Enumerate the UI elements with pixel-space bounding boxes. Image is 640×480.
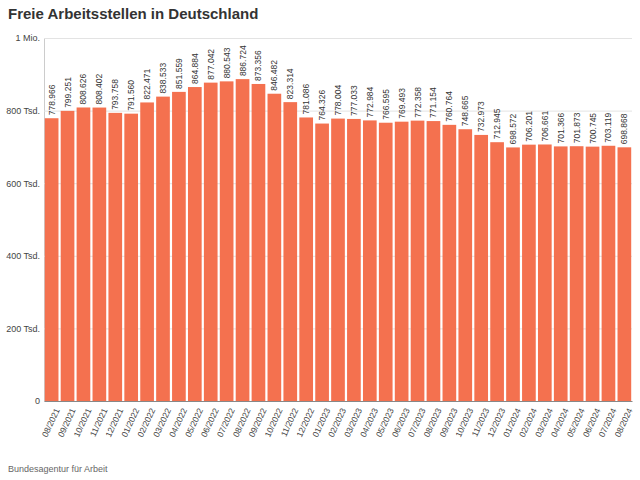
grid-line [44,38,632,39]
bars [45,79,631,401]
bar [379,123,393,401]
bar [395,122,409,401]
data-label: 791.560 [126,80,136,111]
data-label: 873.356 [253,50,263,81]
bar [124,114,138,401]
data-label: 706.201 [524,111,534,142]
bar [156,97,170,401]
data-label: 781.086 [301,83,311,114]
data-label: 822.471 [142,68,152,99]
bar [602,146,616,401]
data-label: 712.945 [492,108,502,139]
data-label: 701.366 [556,112,566,143]
y-axis-line [45,39,633,402]
data-label: 748.665 [460,95,470,126]
bar [140,102,154,401]
data-label: 760.764 [444,91,454,122]
bar [411,121,425,401]
x-tick: 08/2024 [612,401,634,439]
bar [618,147,632,401]
data-label: 764.326 [317,90,327,121]
data-label: 703.119 [603,112,613,142]
title: Freie Arbeitsstellen in Deutschland [8,5,258,22]
bar [315,124,329,401]
plot: 0 200 Tsd. 400 Tsd. 600 Tsd. 800 Tsd. 1 Mio. 7… [6,33,634,438]
bar [299,117,313,401]
bar [252,84,266,401]
x-axis-line [45,401,633,402]
bar [61,111,75,401]
bar [538,144,552,401]
data-label: 886.724 [238,45,248,76]
data-label: 799.251 [63,77,73,108]
bar [93,108,107,401]
bar [554,146,568,401]
data-label: 823.314 [285,68,295,99]
bar [268,94,282,401]
data-label: 838.533 [158,63,168,94]
y-tick-label: 800 Tsd. [6,106,40,116]
y-axis: 0 200 Tsd. 400 Tsd. 600 Tsd. 800 Tsd. 1 Mio. [6,33,632,406]
data-label: 793.758 [110,79,120,110]
bar [77,107,91,401]
data-label: 851.559 [174,58,184,89]
data-label: 808.402 [94,74,104,105]
bar [427,121,441,401]
y-tick: 1 Mio. [15,33,632,43]
data-labels: 778.966 799.251 808.626 808.402 793.758 791.5… [47,45,630,144]
data-label: 864.884 [190,53,200,84]
bar [458,129,472,401]
bar [506,147,520,401]
x-tick-label: 08/2024 [612,406,634,438]
bar [490,142,504,401]
data-label: 698.572 [508,113,518,144]
data-label: 880.543 [222,47,232,78]
y-tick-label: 600 Tsd. [6,179,40,189]
data-label: 701.873 [572,112,582,143]
bar [204,83,218,401]
source: Bundesagentur für Arbeit [8,464,108,474]
data-label: 772.358 [413,87,423,118]
data-label: 771.154 [428,87,438,118]
y-tick-label: 200 Tsd. [6,324,40,334]
bar [188,87,202,401]
bar [172,92,186,401]
chart: Freie Arbeitsstellen in Deutschland 0 200 … [0,0,640,480]
bar [443,125,457,401]
bar [283,102,297,401]
grid-line [44,401,632,402]
data-label: 769.493 [397,88,407,119]
bar [108,113,122,401]
data-label: 778.004 [333,85,343,116]
bar [236,79,250,401]
data-label: 846.482 [269,60,279,91]
data-label: 772.984 [365,86,375,117]
bar [331,119,345,401]
data-label: 732.973 [476,101,486,132]
bar [570,146,584,401]
bar [220,81,234,401]
bar [586,147,600,401]
data-label: 877.042 [206,49,216,80]
data-label: 706.661 [540,110,550,141]
bar [522,145,536,401]
bar [363,120,377,401]
data-label: 766.595 [381,89,391,120]
y-tick-label: 1 Mio. [15,33,40,43]
data-label: 777.033 [349,85,359,116]
data-label: 700.745 [588,113,598,144]
y-tick-label: 400 Tsd. [6,251,40,261]
data-label: 698.868 [619,113,629,144]
bar [45,118,59,401]
bar [474,135,488,401]
data-label: 778.966 [47,84,57,115]
y-tick-label: 0 [35,396,40,406]
bar [347,119,361,401]
data-label: 808.626 [78,73,88,104]
x-axis: 08/202109/202110/202111/202112/202101/20… [40,401,635,439]
